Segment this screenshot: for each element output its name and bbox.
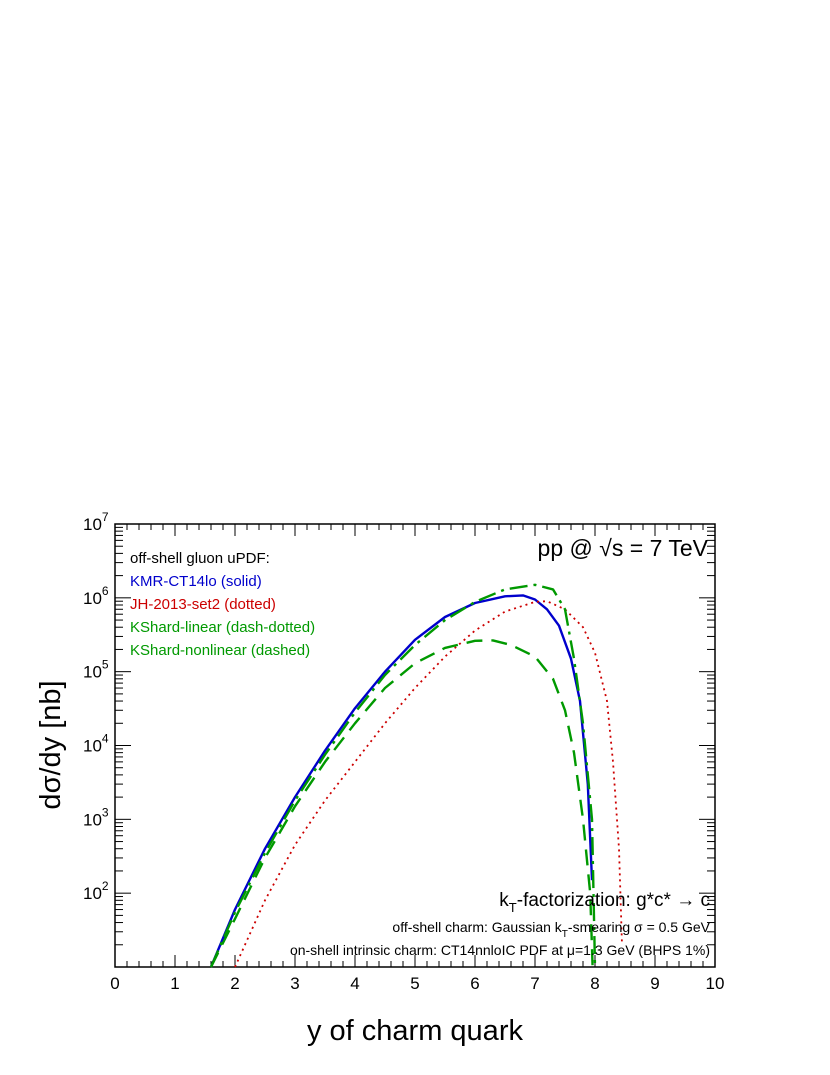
y-tick-base: 10 bbox=[83, 515, 102, 534]
legend-entry-2: JH-2013-set2 (dotted) bbox=[130, 596, 276, 613]
y-tick-label: 102 bbox=[83, 879, 109, 903]
x-tick-labels: 0 1 2 3 4 5 6 7 8 9 10 bbox=[110, 974, 724, 993]
y-tick-label: 105 bbox=[83, 658, 109, 682]
x-axis-label: y of charm quark bbox=[307, 1015, 523, 1047]
y-axis-label: dσ/dy [nb] bbox=[35, 680, 67, 809]
energy-annotation: pp @ √s = 7 TeV bbox=[538, 535, 709, 561]
legend-entry-1: KMR-CT14lo (solid) bbox=[130, 573, 262, 590]
x-tick-label: 6 bbox=[470, 974, 479, 993]
y-tick-exponent: 7 bbox=[102, 510, 109, 524]
y-tick-base: 10 bbox=[83, 737, 102, 756]
y-tick-base: 10 bbox=[83, 884, 102, 903]
y-tick-base: 10 bbox=[83, 663, 102, 682]
y-tick-exponent: 5 bbox=[102, 658, 109, 672]
smearing-sub: T bbox=[562, 929, 568, 940]
series-line-4 bbox=[209, 639, 594, 968]
y-tick-label: 104 bbox=[83, 732, 109, 756]
legend-title: off-shell gluon uPDF: bbox=[130, 550, 270, 567]
x-tick-label: 2 bbox=[230, 974, 239, 993]
legend-entry-3: KShard-linear (dash-dotted) bbox=[130, 619, 315, 636]
x-tick-label: 5 bbox=[410, 974, 419, 993]
data-series bbox=[209, 583, 623, 968]
y-tick-label: 107 bbox=[83, 510, 109, 534]
series-line-1 bbox=[209, 594, 594, 968]
x-tick-label: 1 bbox=[170, 974, 179, 993]
legend: off-shell gluon uPDF: KMR-CT14lo (solid)… bbox=[130, 550, 315, 659]
legend-entry-4: KShard-nonlinear (dashed) bbox=[130, 642, 310, 659]
y-tick-base: 10 bbox=[83, 589, 102, 608]
smearing-post: -smearing σ = 0.5 GeV bbox=[568, 919, 711, 935]
x-tick-label: 9 bbox=[650, 974, 659, 993]
y-tick-exponent: 2 bbox=[102, 879, 109, 893]
factorization-pre: k bbox=[499, 890, 509, 911]
x-tick-label: 3 bbox=[290, 974, 299, 993]
y-tick-label: 103 bbox=[83, 805, 109, 829]
x-tick-label: 10 bbox=[706, 974, 725, 993]
axis-ticks bbox=[114, 524, 716, 968]
factorization-sub: T bbox=[509, 900, 517, 915]
smearing-pre: off-shell charm: Gaussian k bbox=[392, 919, 562, 935]
factorization-post: -factorization: g*c* → c bbox=[517, 890, 710, 911]
x-tick-label: 8 bbox=[590, 974, 599, 993]
series-line-2 bbox=[234, 600, 623, 968]
x-tick-label: 0 bbox=[110, 974, 119, 993]
factorization-annotation: kT-factorization: g*c* → c bbox=[499, 890, 710, 915]
y-tick-label: 106 bbox=[83, 584, 109, 608]
y-tick-exponent: 6 bbox=[102, 584, 109, 598]
intrinsic-charm-annotation: on-shell intrinsic charm: CT14nnloIC PDF… bbox=[290, 942, 710, 958]
smearing-annotation: off-shell charm: Gaussian kT-smearing σ … bbox=[392, 919, 710, 940]
series-line-3 bbox=[209, 583, 597, 968]
y-tick-exponent: 3 bbox=[102, 805, 109, 819]
x-tick-label: 4 bbox=[350, 974, 359, 993]
x-tick-label: 7 bbox=[530, 974, 539, 993]
y-tick-base: 10 bbox=[83, 810, 102, 829]
y-tick-exponent: 4 bbox=[102, 732, 109, 746]
